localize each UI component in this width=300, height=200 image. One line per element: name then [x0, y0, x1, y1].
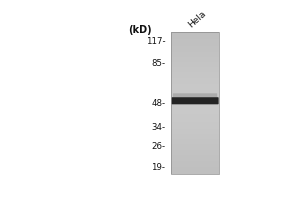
Text: 85-: 85- — [151, 59, 165, 68]
Text: Hela: Hela — [186, 9, 207, 29]
Text: (kD): (kD) — [128, 25, 152, 35]
Text: 48-: 48- — [151, 99, 165, 108]
Text: 117-: 117- — [146, 37, 165, 46]
Bar — [171, 32, 219, 174]
Text: 26-: 26- — [151, 142, 165, 151]
Text: 34-: 34- — [151, 123, 165, 132]
FancyBboxPatch shape — [171, 97, 219, 104]
FancyBboxPatch shape — [173, 93, 217, 98]
Text: 19-: 19- — [152, 163, 165, 172]
